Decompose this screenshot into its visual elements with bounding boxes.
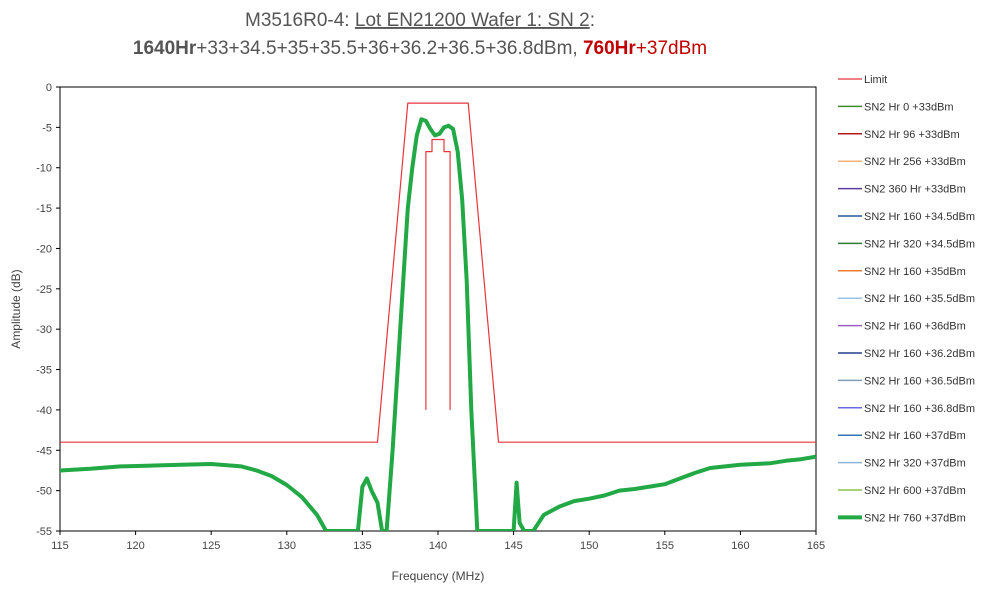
x-tick-label: 115 — [51, 540, 69, 552]
x-tick-label: 125 — [202, 540, 220, 552]
title-suffix: : — [590, 10, 595, 31]
title-powers-a: +33+34.5+35+35.5+36+36.2+36.5+36.8dBm, — [196, 38, 583, 59]
legend-label: SN2 Hr 760 +37dBm — [864, 512, 966, 524]
chart-title-line2: 1640Hr+33+34.5+35+35.5+36+36.2+36.5+36.8… — [133, 38, 707, 59]
title-powers-b: +37dBm — [636, 38, 707, 59]
x-tick-label: 140 — [429, 540, 447, 552]
legend-label: SN2 Hr 0 +33dBm — [864, 101, 954, 113]
limit-outer-line — [60, 102, 816, 443]
legend-label: SN2 Hr 160 +36.5dBm — [864, 375, 975, 387]
x-tick-label: 130 — [278, 540, 296, 552]
title-prefix: M3516R0-4: — [245, 10, 355, 31]
series-group — [60, 102, 816, 531]
legend-label: SN2 Hr 160 +34.5dBm — [864, 211, 975, 223]
x-axis-label: Frequency (MHz) — [392, 569, 485, 583]
y-tick-label: -20 — [36, 243, 52, 255]
legend-label: SN2 360 Hr +33dBm — [864, 184, 966, 196]
y-tick-label: 0 — [46, 82, 52, 94]
legend-label: SN2 Hr 600 +37dBm — [864, 485, 966, 497]
legend-label: SN2 Hr 96 +33dBm — [864, 129, 960, 141]
y-tick-label: -5 — [42, 122, 52, 134]
title-lot: Lot EN21200 Wafer 1: SN 2 — [355, 10, 590, 31]
y-tick-label: -45 — [36, 445, 52, 457]
response-line — [60, 117, 816, 531]
x-tick-label: 160 — [731, 540, 749, 552]
legend-label: SN2 Hr 160 +36.8dBm — [864, 403, 975, 415]
legend-label: SN2 Hr 320 +37dBm — [864, 458, 966, 470]
y-tick-label: -55 — [36, 526, 52, 538]
limit-inner-right-line — [438, 138, 451, 410]
legend-label: SN2 Hr 160 +37dBm — [864, 430, 966, 442]
y-tick-label: -10 — [36, 163, 52, 175]
legend-label: SN2 Hr 160 +35.5dBm — [864, 293, 975, 305]
x-tick-label: 135 — [353, 540, 371, 552]
y-tick-label: -15 — [36, 203, 52, 215]
legend-label: Limit — [864, 74, 887, 86]
chart-title-line1: M3516R0-4: Lot EN21200 Wafer 1: SN 2: — [245, 10, 595, 31]
y-tick-label: -50 — [36, 486, 52, 498]
x-tick-label: 150 — [580, 540, 598, 552]
y-axis-ticks: 0 -5 -10 -15 -20 -25 -30 -35 -40 -45 -50 -55 — [36, 82, 60, 538]
y-tick-label: -25 — [36, 284, 52, 296]
y-tick-label: -40 — [36, 405, 52, 417]
x-axis-ticks: 115 120 125 130 135 140 145 150 155 160 165 — [51, 531, 825, 552]
x-tick-label: 155 — [656, 540, 674, 552]
y-axis-label: Amplitude (dB) — [9, 269, 23, 348]
legend-label: SN2 Hr 160 +36.2dBm — [864, 348, 975, 360]
x-tick-label: 120 — [126, 540, 144, 552]
title-hours-a: 1640Hr — [133, 38, 197, 59]
legend: Limit SN2 Hr 0 +33dBm SN2 Hr 96 +33dBm SN2 … — [838, 74, 975, 524]
y-tick-label: -35 — [36, 365, 52, 377]
plot-area — [59, 86, 817, 532]
legend-label: SN2 Hr 256 +33dBm — [864, 156, 966, 168]
limit-inner-left-line — [425, 138, 438, 410]
y-tick-label: -30 — [36, 324, 52, 336]
legend-label: SN2 Hr 160 +35dBm — [864, 266, 966, 278]
title-hours-b: 760Hr — [583, 38, 636, 59]
x-tick-label: 165 — [807, 540, 825, 552]
x-tick-label: 145 — [504, 540, 522, 552]
legend-label: SN2 Hr 160 +36dBm — [864, 321, 966, 333]
legend-label: SN2 Hr 320 +34.5dBm — [864, 238, 975, 250]
